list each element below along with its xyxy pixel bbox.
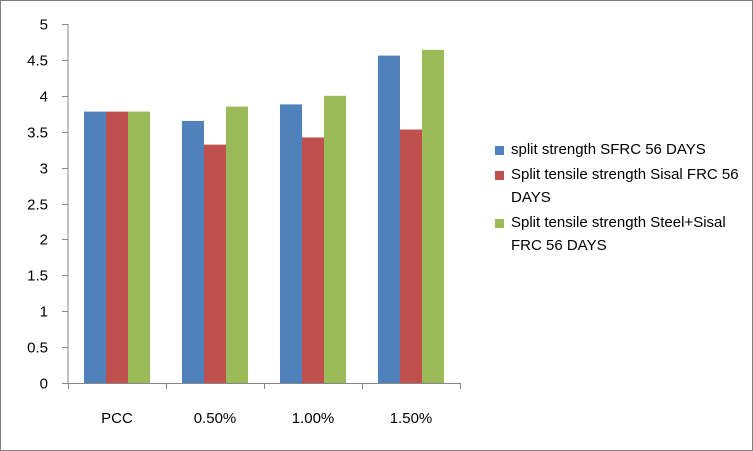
bar-1.00%-series-2 bbox=[324, 95, 346, 384]
y-tick-label: 0.5 bbox=[27, 340, 48, 357]
y-tick-label: 0 bbox=[40, 376, 48, 393]
y-tick-label: 4 bbox=[40, 89, 48, 106]
y-tick-label: 4.5 bbox=[27, 53, 48, 70]
bar-0.50%-series-1 bbox=[204, 144, 226, 383]
bar-0.50%-series-2 bbox=[226, 106, 248, 383]
bar-PCC-series-1 bbox=[106, 111, 128, 383]
y-tick-label: 2.5 bbox=[27, 197, 48, 214]
legend-label-sfrc: split strength SFRC 56 DAYS bbox=[511, 141, 706, 158]
y-axis: 0 0.5 1 1.5 2 2.5 3 3.5 4 4.5 5 bbox=[27, 17, 69, 393]
y-tick-label: 2 bbox=[40, 232, 48, 249]
legend: split strength SFRC 56 DAYS Split tensil… bbox=[495, 138, 745, 259]
legend-swatch-sfrc bbox=[495, 146, 504, 155]
bar-1.00%-series-1 bbox=[302, 137, 324, 383]
y-tick-label: 3.5 bbox=[27, 125, 48, 142]
bar-PCC-series-2 bbox=[128, 111, 150, 383]
y-tick-label: 1.5 bbox=[27, 268, 48, 285]
x-tick-label: 1.50% bbox=[390, 410, 433, 427]
bar-1.50%-series-1 bbox=[400, 129, 422, 383]
bar-1.50%-series-0 bbox=[378, 55, 400, 383]
bar-0.50%-series-0 bbox=[182, 120, 204, 384]
x-tick-label: 0.50% bbox=[194, 410, 237, 427]
legend-label-steel-sisal: Split tensile strength Steel+Sisal FRC 5… bbox=[511, 214, 726, 254]
x-tick-label: 1.00% bbox=[292, 410, 335, 427]
y-tick-label: 5 bbox=[40, 17, 48, 34]
legend-item-sfrc: split strength SFRC 56 DAYS bbox=[495, 138, 745, 161]
y-tick-label: 1 bbox=[40, 304, 48, 321]
legend-item-steel-sisal: Split tensile strength Steel+Sisal FRC 5… bbox=[495, 211, 745, 257]
x-axis: PCC 0.50% 1.00% 1.50% bbox=[68, 383, 461, 427]
bar-1.00%-series-0 bbox=[280, 104, 302, 383]
x-tick-label: PCC bbox=[101, 410, 133, 427]
y-tick-label: 3 bbox=[40, 161, 48, 178]
legend-item-sisal: Split tensile strength Sisal FRC 56 DAYS bbox=[495, 163, 745, 209]
bar-PCC-series-0 bbox=[84, 111, 106, 383]
bar-1.50%-series-2 bbox=[422, 49, 444, 384]
bars bbox=[84, 49, 444, 384]
legend-swatch-sisal bbox=[495, 171, 504, 180]
legend-swatch-steel-sisal bbox=[495, 219, 504, 228]
legend-label-sisal: Split tensile strength Sisal FRC 56 DAYS bbox=[511, 166, 739, 206]
